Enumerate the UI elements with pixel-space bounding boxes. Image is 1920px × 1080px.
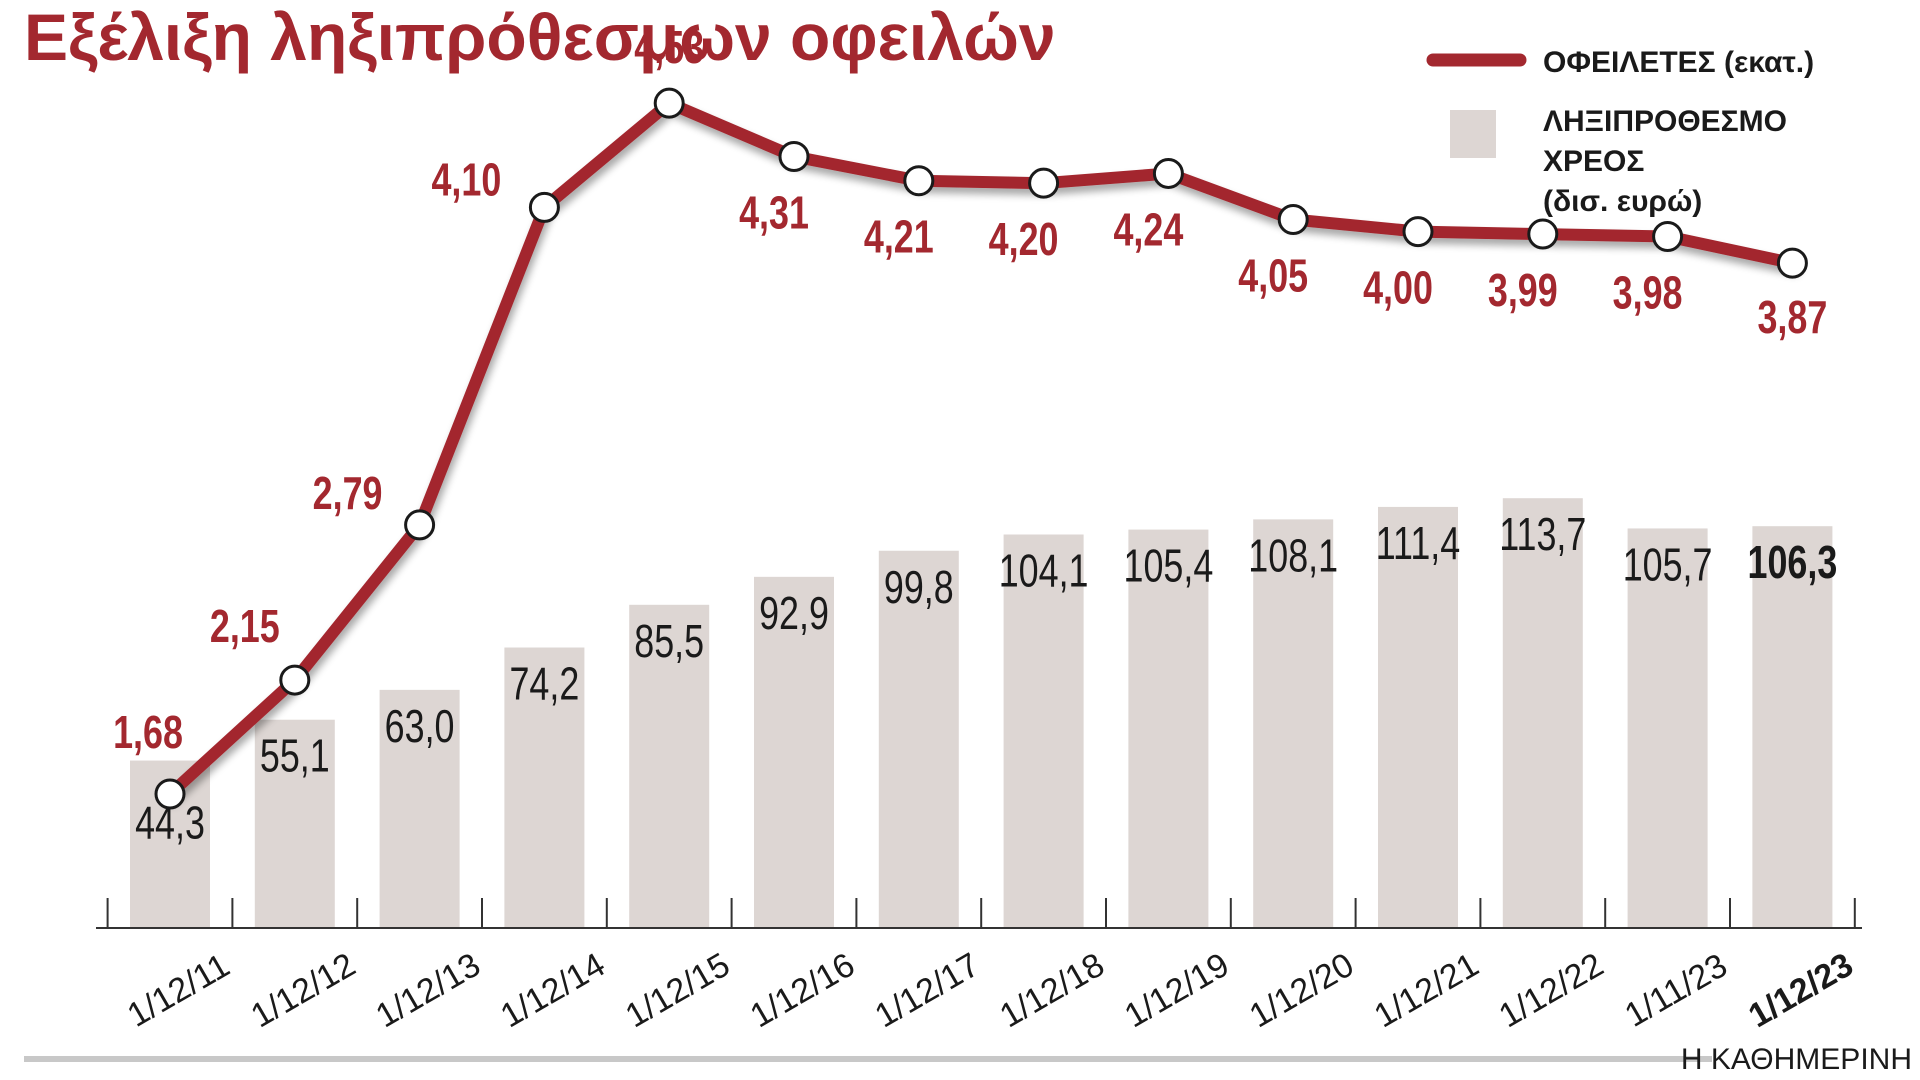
bar-value-label-3: 74,2	[509, 658, 579, 709]
x-tick-label-6: 1/12/17	[869, 946, 986, 1036]
x-tick-label-1: 1/12/12	[245, 946, 362, 1036]
line-point-11	[1527, 218, 1559, 250]
x-tick-label-2: 1/12/13	[369, 946, 486, 1036]
bar-value-label-4: 85,5	[634, 616, 704, 667]
line-value-label-11: 3,99	[1488, 265, 1558, 316]
bar-value-label-2: 63,0	[385, 701, 455, 752]
line-value-label-5: 4,31	[739, 187, 809, 238]
line-point-7	[1028, 167, 1060, 199]
line-point-8	[1152, 157, 1184, 189]
legend-bar-label-line2: ΧΡΕΟΣ	[1543, 145, 1644, 178]
bar-8	[1128, 529, 1209, 928]
x-tick-label-0: 1/12/11	[121, 946, 236, 1034]
bar-10	[1378, 506, 1458, 928]
bar-value-label-9: 108,1	[1248, 530, 1338, 581]
line-value-label-7: 4,20	[989, 214, 1059, 265]
line-value-label-9: 4,05	[1238, 250, 1308, 301]
line-value-label-13: 3,87	[1757, 292, 1827, 343]
bar-value-label-5: 92,9	[759, 588, 829, 639]
line-series	[154, 87, 1808, 810]
x-tick-label-5: 1/12/16	[744, 946, 861, 1036]
x-tick-label-3: 1/12/14	[494, 946, 611, 1036]
line-point-1	[279, 664, 311, 696]
x-axis	[96, 898, 1862, 929]
bar-value-label-7: 104,1	[999, 545, 1089, 596]
legend: ΟΦΕΙΛΕΤΕΣ (εκατ.) ΛΗΞΙΠΡΟΘΕΣΜΟ ΧΡΕΟΣ (δι…	[1426, 46, 1814, 218]
bar-value-label-10: 111,4	[1376, 518, 1460, 569]
x-tick-label-10: 1/12/21	[1368, 946, 1485, 1036]
line-point-4	[653, 87, 685, 119]
x-tick-label-4: 1/12/15	[619, 946, 736, 1036]
line-point-5	[778, 140, 810, 172]
debtors-line	[164, 97, 1799, 800]
line-value-label-0: 1,68	[113, 707, 183, 758]
chart-title: Εξέλιξη ληξιπρόθεσμων οφειλών	[24, 0, 1056, 74]
bar-value-label-12: 105,7	[1623, 539, 1713, 590]
line-point-0	[154, 778, 186, 810]
bar-value-label-8: 105,4	[1124, 540, 1214, 591]
x-tick-label-12: 1/11/23	[1619, 946, 1734, 1034]
line-value-label-1: 2,15	[210, 601, 280, 652]
x-tick-label-13: 1/12/23	[1742, 946, 1859, 1036]
legend-bar-label-line1: ΛΗΞΙΠΡΟΘΕΣΜΟ	[1543, 105, 1787, 138]
x-tick-label-8: 1/12/19	[1118, 946, 1235, 1036]
bar-5	[754, 576, 834, 928]
x-tick-labels: 1/12/11 1/12/12 1/12/13 1/12/14 1/12/15 1/12/…	[121, 946, 1860, 1036]
line-point-10	[1402, 216, 1434, 248]
bar-7	[1003, 534, 1084, 928]
line-point-6	[903, 165, 935, 197]
line-point-3	[528, 191, 560, 223]
x-tick-label-11: 1/12/22	[1493, 946, 1610, 1036]
bar-6	[878, 550, 959, 928]
line-point-13	[1776, 247, 1808, 279]
x-tick-label-9: 1/12/20	[1243, 946, 1360, 1036]
bar-series	[130, 498, 1833, 928]
legend-bar-swatch	[1450, 110, 1496, 158]
bar-9	[1253, 519, 1334, 928]
line-point-12	[1652, 220, 1684, 252]
line-point-9	[1277, 204, 1309, 236]
line-value-label-6: 4,21	[864, 211, 934, 262]
line-value-label-3: 4,10	[431, 154, 501, 205]
line-value-label-8: 4,24	[1113, 204, 1183, 255]
bar-1	[254, 719, 335, 928]
bar-12	[1627, 528, 1708, 928]
line-value-label-4: 4,53	[634, 22, 704, 73]
bar-13	[1752, 526, 1833, 928]
line-point-2	[404, 509, 436, 541]
bar-4	[629, 604, 710, 928]
bar-11	[1502, 498, 1583, 928]
line-value-label-12: 3,98	[1613, 267, 1683, 318]
bar-2	[379, 689, 460, 928]
bar-value-label-1: 55,1	[260, 730, 330, 781]
x-tick-label-7: 1/12/18	[993, 946, 1110, 1036]
legend-bar-label-line3: (δισ. ευρώ)	[1543, 185, 1702, 218]
bar-value-label-13: 106,3	[1748, 537, 1838, 588]
line-value-labels: 1,68 2,15 2,79 4,10 4,53 4,31 4,21 4,20 4,24 4,05…	[113, 22, 1827, 758]
legend-line-label: ΟΦΕΙΛΕΤΕΣ (εκατ.)	[1543, 46, 1814, 79]
bar-3	[504, 647, 585, 928]
bar-value-label-11: 113,7	[1499, 509, 1586, 560]
bar-value-label-6: 99,8	[884, 561, 954, 612]
line-value-label-2: 2,79	[313, 468, 383, 519]
source-credit: Η ΚΑΘΗΜΕΡΙΝΗ	[1681, 1043, 1912, 1076]
line-value-label-10: 4,00	[1363, 262, 1433, 313]
